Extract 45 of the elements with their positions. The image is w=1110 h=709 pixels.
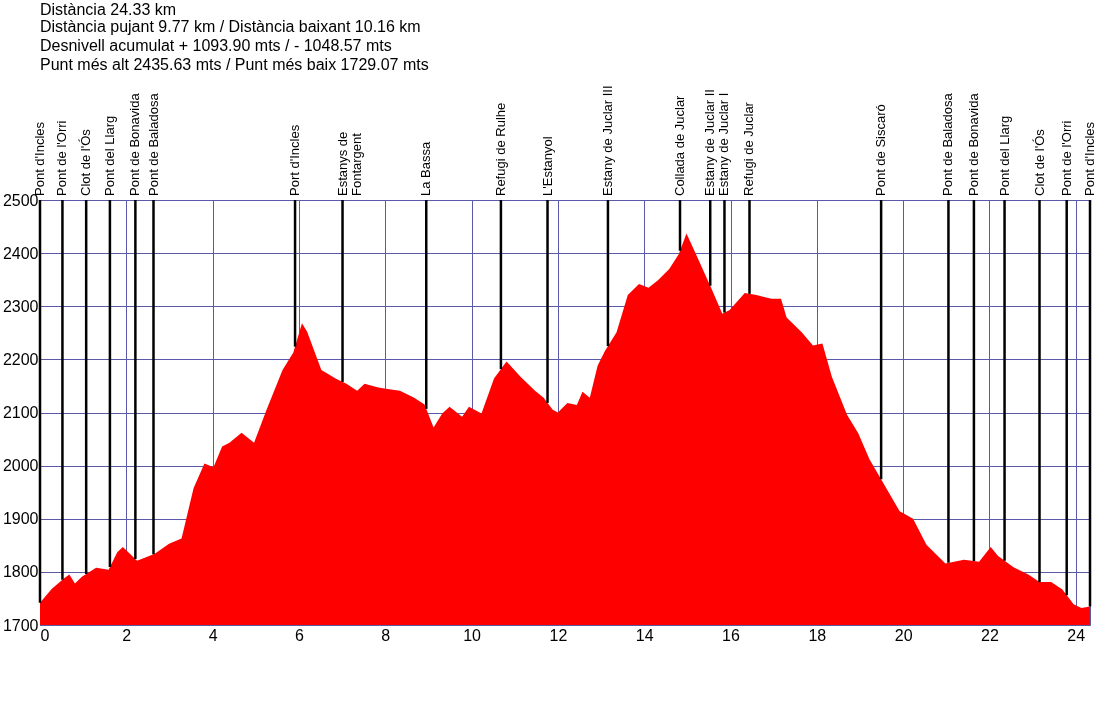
- x-tick-label: 8: [381, 626, 391, 644]
- ref-line-label: Pont de l'Orri: [54, 120, 70, 196]
- y-tick-label: 1900: [2, 510, 39, 528]
- x-tick-label: 10: [463, 626, 482, 644]
- x-tick-label: 2: [122, 626, 132, 644]
- ref-line-label: Clot de l'Ós: [1031, 128, 1047, 196]
- ref-line-label: Pont de l'Orri: [1058, 120, 1074, 196]
- y-tick-label: 2100: [2, 404, 39, 421]
- ref-line-label: Clot de l'Ós: [78, 128, 94, 196]
- ref-line-label: Pont de Siscaró: [873, 104, 889, 196]
- ref-line-label: Pont del Llarg: [996, 115, 1012, 196]
- ref-line-label: Pont de Bonavida: [127, 92, 143, 196]
- x-tick-label: 12: [549, 626, 568, 644]
- x-tick-label: 24: [1067, 626, 1086, 644]
- y-tick-label: 2200: [2, 350, 39, 368]
- y-tick-label: 1700: [2, 616, 39, 634]
- x-tick-label: 0: [40, 626, 50, 644]
- x-tick-label: 20: [894, 626, 913, 644]
- x-tick-label: 14: [635, 626, 654, 644]
- ref-line-label: Estany de Juclar II: [702, 89, 718, 196]
- x-tick-label: 22: [981, 626, 999, 644]
- ref-line-label: Estanys de Fontargent: [334, 131, 364, 196]
- ref-line-label: Pont del Llarg: [101, 115, 117, 196]
- ref-line-label: Pont de Bonavida: [965, 92, 981, 196]
- y-tick-label: 1800: [2, 563, 39, 581]
- ref-line-label: Pont d'Incles: [1082, 121, 1097, 196]
- chart-title: Distància 24.33 km: [40, 1, 177, 19]
- ref-line-label: Refugi de Juclar: [741, 101, 757, 196]
- chart-subtitle: Distància pujant 9.77 km / Distància baixant 10.16 km Desnivell acumulat + 1093.90 mts / - 1048.57 mts Punt més alt 2435.63 mts / Punt més baix 1729.07 mts: [40, 18, 429, 74]
- ref-line-label: L'Estanyol: [539, 136, 555, 196]
- ref-line-label: Estany de Juclar I: [716, 92, 732, 196]
- ref-line-label: Port d'Incles: [287, 124, 303, 196]
- ref-line-label: Collada de Juclar: [672, 94, 688, 196]
- ref-line-label: Pont de Baladosa: [940, 92, 956, 196]
- y-tick-label: 2300: [2, 297, 39, 315]
- ref-line-label: Pont de Baladosa: [145, 92, 161, 196]
- ref-line-label: Refugi de Rulhe: [492, 102, 508, 196]
- ref-line-label: Estany de Juclar III: [599, 85, 615, 196]
- x-tick-label: 18: [808, 626, 827, 644]
- y-tick-label: 2400: [2, 244, 39, 262]
- y-tick-label: 2000: [2, 457, 39, 475]
- x-tick-label: 16: [722, 626, 741, 644]
- ref-line-label: La Bassa: [418, 141, 434, 196]
- x-tick-label: 4: [208, 626, 218, 644]
- x-tick-label: 6: [294, 626, 304, 644]
